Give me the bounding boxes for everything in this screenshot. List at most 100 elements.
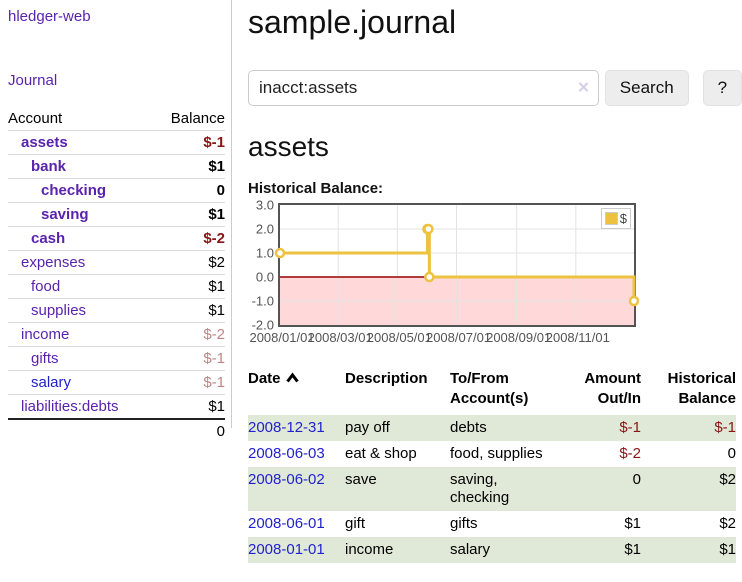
account-balance: $1: [153, 394, 225, 420]
date-header-label: Date: [248, 370, 281, 387]
account-row: bank $1: [8, 154, 225, 179]
search-input[interactable]: [248, 70, 599, 106]
account-row: liabilities:debts $1: [8, 394, 225, 420]
x-axis-tick: 2008/03/01: [307, 330, 373, 345]
transaction-row: 2008-06-03 eat & shop food, supplies $-2…: [248, 441, 736, 467]
transaction-amount: 0: [632, 471, 641, 488]
x-axis-tick: 2008/09/01: [486, 330, 552, 345]
search-button[interactable]: Search: [604, 70, 689, 106]
accounts-col-account: Account: [8, 107, 154, 131]
y-axis-tick: -2.0: [251, 317, 274, 333]
transaction-amount: $1: [624, 541, 641, 558]
transaction-accounts: salary: [450, 541, 491, 558]
x-axis-tick: 2008/11/01: [545, 330, 610, 345]
y-axis-tick: -1.0: [251, 293, 274, 309]
transaction-date-link[interactable]: 2008-06-01: [248, 515, 325, 532]
account-link-expenses[interactable]: expenses: [21, 254, 86, 271]
page-title: sample.journal: [248, 4, 457, 40]
account-balance: $1: [153, 274, 225, 299]
account-link-supplies[interactable]: supplies: [31, 302, 87, 319]
account-link-saving[interactable]: saving: [41, 206, 89, 223]
transaction-accounts: gifts: [450, 515, 478, 532]
transaction-description: eat & shop: [345, 445, 417, 462]
register-col-amount: Amount Out/In: [584, 370, 641, 407]
account-row: assets $-1: [8, 130, 225, 155]
chart-heading: Historical Balance:: [248, 180, 384, 197]
transaction-date-link[interactable]: 2008-01-01: [248, 541, 325, 558]
transaction-description: pay off: [345, 419, 390, 436]
clear-search-icon[interactable]: ✕: [577, 79, 590, 97]
transaction-row: 2008-12-31 pay off debts $-1 $-1: [248, 415, 736, 441]
sidebar-divider: [231, 0, 232, 428]
transaction-balance: $2: [719, 515, 736, 532]
account-row: expenses $2: [8, 250, 225, 275]
x-axis-tick: 2008/07/01: [425, 330, 492, 345]
account-link-liabilities-debts[interactable]: liabilities:debts: [21, 398, 119, 415]
account-balance: $2: [153, 250, 225, 275]
transaction-accounts: food, supplies: [450, 445, 543, 462]
help-button[interactable]: ?: [702, 70, 742, 106]
account-balance: $1: [153, 154, 225, 179]
account-link-income[interactable]: income: [21, 326, 70, 343]
transaction-row: 2008-06-02 save saving, checking 0 $2: [248, 467, 736, 511]
account-balance: $-1: [153, 346, 225, 371]
transaction-date-link[interactable]: 2008-06-02: [248, 471, 325, 488]
account-balance: $-2: [153, 322, 225, 347]
transaction-amount: $-2: [619, 445, 641, 462]
account-link-gifts[interactable]: gifts: [31, 350, 59, 367]
account-balance: 0: [153, 178, 225, 203]
register-col-tofrom: To/From Account(s): [450, 370, 529, 407]
transaction-accounts: debts: [450, 419, 487, 436]
historical-balance-chart: 3.0 2.0 1.0 0.0 -1.0 -2.0 $ 2008/01/01 2…: [248, 199, 742, 349]
transaction-date-link[interactable]: 2008-12-31: [248, 419, 325, 436]
x-axis-tick: 2008/01/01: [249, 330, 315, 345]
transaction-accounts: saving, checking: [450, 471, 510, 506]
accounts-table: Account Balance assets $-1 bank $1 check…: [8, 107, 225, 443]
legend-label: $: [619, 211, 627, 226]
chart-canvas: [274, 205, 640, 325]
account-row: supplies $1: [8, 298, 225, 323]
transaction-balance: $2: [719, 471, 736, 488]
account-balance: $-2: [153, 226, 225, 251]
account-row: checking 0: [8, 178, 225, 203]
transaction-balance: $1: [719, 541, 736, 558]
y-axis-tick: 3.0: [255, 197, 274, 213]
account-link-assets[interactable]: assets: [21, 134, 68, 151]
account-row: salary $-1: [8, 370, 225, 395]
transaction-row: 2008-06-01 gift gifts $1 $2: [248, 511, 736, 537]
account-link-cash[interactable]: cash: [31, 230, 66, 247]
y-axis-tick: 0.0: [255, 269, 274, 285]
chart-legend: $: [600, 208, 631, 229]
account-link-salary[interactable]: salary: [31, 374, 72, 391]
account-link-food[interactable]: food: [31, 278, 61, 295]
accounts-col-balance: Balance: [153, 107, 225, 131]
transaction-description: save: [345, 471, 377, 488]
register-table: Date Description To/From Account(s) Amou…: [248, 367, 736, 563]
transaction-row: 2008-01-01 income salary $1 $1: [248, 537, 736, 563]
sidebar-item-journal[interactable]: Journal: [8, 72, 58, 89]
transaction-date-link[interactable]: 2008-06-03: [248, 445, 325, 462]
account-row: food $1: [8, 274, 225, 299]
transaction-amount: $-1: [619, 419, 641, 436]
transaction-description: income: [345, 541, 394, 558]
main-content: sample.journal ✕ Search ? assets Histori…: [248, 0, 742, 563]
accounts-total-value: 0: [153, 418, 225, 443]
transaction-balance: $-1: [714, 419, 736, 436]
register-header-row: Date Description To/From Account(s) Amou…: [248, 367, 736, 415]
accounts-total-row: 0: [8, 418, 225, 443]
sidebar: hledger-web Journal Account Balance asse…: [0, 0, 228, 443]
legend-swatch-icon: [604, 212, 618, 225]
y-axis-tick: 1.0: [255, 245, 274, 261]
account-link-checking[interactable]: checking: [41, 182, 107, 199]
x-axis-tick: 2008/05/01: [366, 330, 432, 345]
app-brand-link[interactable]: hledger-web: [8, 8, 91, 25]
accounts-header-row: Account Balance: [8, 107, 225, 131]
register-col-description: Description: [345, 370, 428, 387]
sort-ascending-icon: [285, 370, 300, 390]
account-link-bank[interactable]: bank: [31, 158, 67, 175]
register-col-date[interactable]: Date: [248, 367, 345, 415]
account-heading: assets: [248, 131, 329, 162]
y-axis-tick: 2.0: [255, 221, 274, 237]
account-balance: $1: [153, 298, 225, 323]
transaction-amount: $1: [624, 515, 641, 532]
